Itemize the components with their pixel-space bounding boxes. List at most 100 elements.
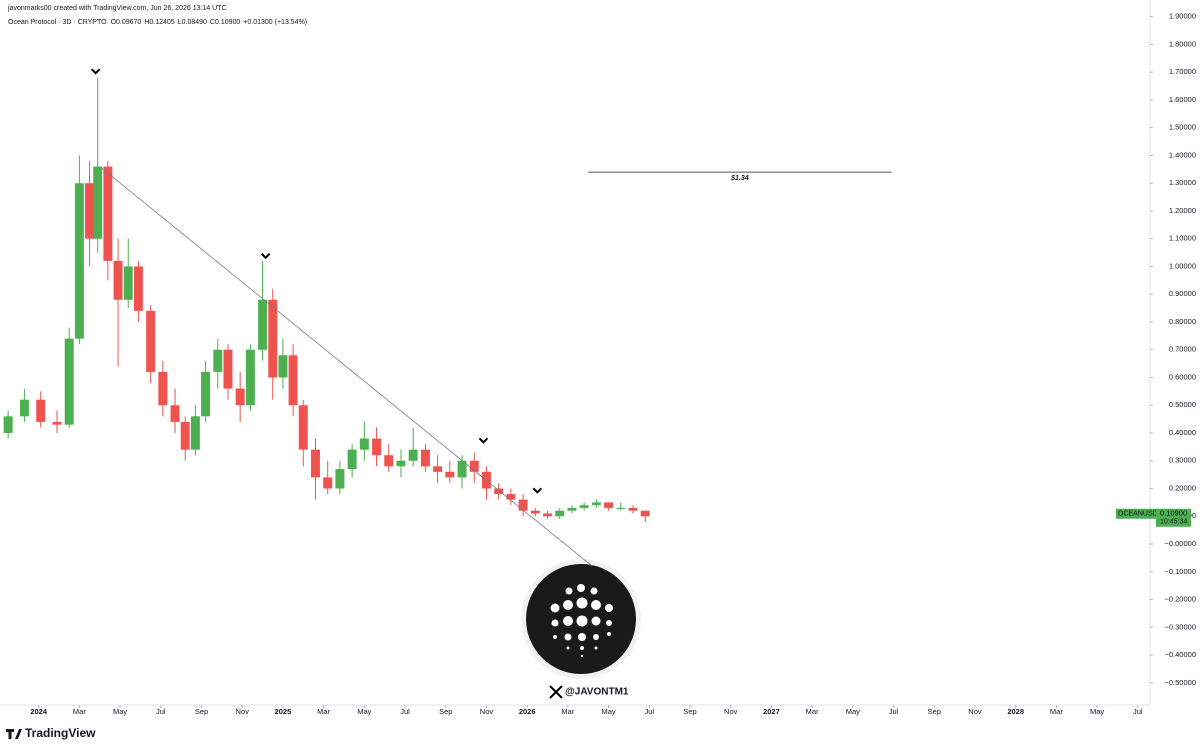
watermark [521, 559, 641, 699]
candle-body [518, 499, 528, 511]
x-tick-label: Jul [156, 707, 166, 716]
change: +0.01300 (+13.54%) [243, 19, 307, 26]
x-tick-label: 2028 [1007, 707, 1024, 716]
x-tick-label: 2025 [275, 707, 292, 716]
ohlc-value: 0.09670 [116, 19, 141, 26]
target-label: $1.34 [730, 175, 749, 182]
y-tick-label: −0.30000 [1165, 622, 1197, 631]
price-tag-countdown: 10:45:34 [1160, 519, 1187, 526]
candle-body [555, 510, 565, 517]
price-tag-value: 0.10900 [1160, 509, 1187, 518]
x-tick-label: Nov [480, 707, 494, 716]
candle-body [311, 449, 320, 478]
candle-body [64, 338, 74, 425]
candle-body [591, 502, 601, 506]
ohlc-label: O [111, 19, 117, 26]
candle-body [433, 466, 443, 472]
x-tick-label: Jul [644, 707, 654, 716]
candle-body [170, 405, 180, 422]
credit: javonmarks00 created with TradingView.co… [7, 5, 227, 12]
y-tick-label: 0.40000 [1169, 428, 1196, 437]
candle-body [245, 349, 255, 406]
candle-body [133, 266, 143, 311]
ohlc-label: H [144, 19, 149, 26]
candle-body [74, 183, 84, 339]
candle-body [180, 421, 190, 450]
ohlc-value: 0.10900 [215, 19, 240, 26]
x-tick-label: May [846, 707, 860, 716]
x-tick-label: Jul [400, 707, 410, 716]
peak-marker [532, 487, 543, 494]
ohlc-values: O 0.09670 H 0.12405 L 0.08490 C 0.10900 +0.01300… [111, 19, 308, 26]
y-tick-label: 0.30000 [1169, 456, 1196, 465]
candle-body [223, 349, 233, 389]
y-tick-label: 0.90000 [1169, 289, 1196, 298]
candle-body [567, 507, 577, 511]
y-tick-label: 0.50000 [1169, 400, 1196, 409]
ohlc-value: 0.08490 [182, 19, 207, 26]
y-tick-label: −0.40000 [1165, 650, 1197, 659]
candle-body [113, 260, 123, 300]
symbol: Ocean Protocol · 3D · CRYPTO [8, 19, 107, 26]
candle-body [146, 310, 156, 372]
candle-body [506, 494, 516, 500]
candle-body [103, 166, 113, 261]
x-tick-label: Sep [195, 707, 208, 716]
candle-body [359, 438, 369, 450]
y-tick-label: 1.10000 [1169, 234, 1196, 243]
y-tick-label: 1.70000 [1169, 67, 1196, 76]
y-tick-label: 1.90000 [1169, 12, 1196, 21]
y-tick-label: 0.20000 [1169, 483, 1196, 492]
y-tick-label: 0.70000 [1169, 345, 1196, 354]
y-tick-label: −0.20000 [1165, 595, 1197, 604]
candle-body [258, 299, 268, 350]
candle-body [268, 299, 278, 378]
candle-body [298, 405, 308, 450]
candle-body [235, 388, 245, 406]
candle-body [445, 471, 455, 478]
x-tick-label: May [601, 707, 615, 716]
y-tick-label: 1.50000 [1169, 123, 1196, 132]
x-tick-label: Nov [236, 707, 250, 716]
candle-body [628, 507, 638, 511]
candle-body [604, 502, 614, 508]
candle-body [640, 510, 650, 517]
candle-body [347, 449, 357, 470]
candle-body [190, 416, 200, 450]
candle-body [123, 266, 133, 300]
x-tick-label: May [1090, 707, 1104, 716]
candle-body [3, 416, 13, 433]
ohlc-label: C [210, 19, 215, 26]
y-tick-label: −0.50000 [1165, 678, 1197, 687]
candle-body [396, 460, 406, 467]
candle-body [52, 421, 62, 425]
candle-body [201, 371, 211, 417]
candle-body [36, 399, 46, 422]
y-tick-label: 1.20000 [1169, 206, 1196, 215]
x-tick-label: 2026 [519, 707, 536, 716]
x-tick-label: Jul [1133, 707, 1143, 716]
candle-body [288, 355, 298, 406]
x-tick-label: 2027 [763, 707, 780, 716]
candle-body [530, 510, 540, 514]
peak-marker [260, 253, 271, 260]
ohlc-label: L [178, 19, 182, 26]
price-tag-symbol: OCEANUSD [1118, 511, 1158, 518]
candle-body [457, 460, 467, 478]
ohlc-value: 0.12405 [149, 19, 174, 26]
y-tick-label: 0.80000 [1169, 317, 1196, 326]
candle-body [616, 507, 626, 509]
y-tick-label: 1.60000 [1169, 95, 1196, 104]
y-tick-label: 1.80000 [1169, 39, 1196, 48]
candle-body [494, 488, 504, 495]
candle-body [372, 438, 382, 456]
candle-body [158, 371, 168, 406]
trendline [99, 166, 593, 567]
y-tick-label: −0.00000 [1165, 539, 1197, 548]
candle-body [469, 460, 479, 472]
x-tick-label: Nov [968, 707, 982, 716]
x-tick-label: Mar [1050, 707, 1063, 716]
candle-body [213, 349, 223, 372]
